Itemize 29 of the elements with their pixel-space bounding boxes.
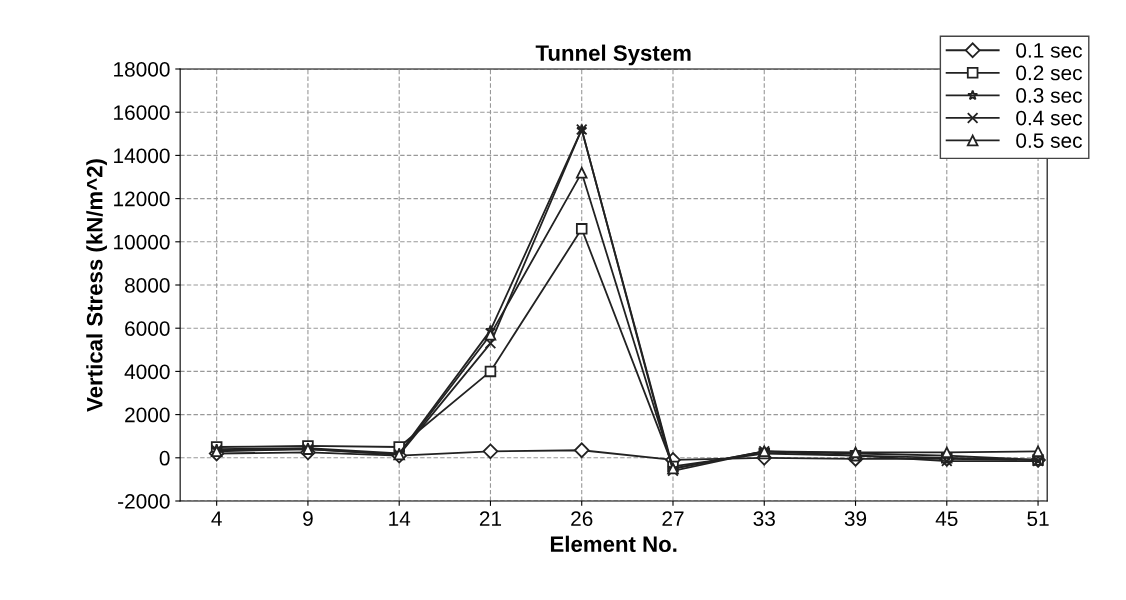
x-axis-title: Element No. xyxy=(550,535,677,553)
chart-title: Tunnel System xyxy=(535,44,691,66)
legend-label: 0.5 sec xyxy=(1016,133,1082,148)
y-tick-label: 18000 xyxy=(114,62,170,77)
y-tick-label: 8000 xyxy=(125,278,170,293)
y-tick-label: -2000 xyxy=(118,494,170,509)
x-tick-label: 14 xyxy=(389,511,411,526)
y-tick-label: 16000 xyxy=(114,105,170,120)
x-tick-label: 45 xyxy=(935,511,958,527)
legend-label: 0.2 sec xyxy=(1016,65,1082,81)
legend-label: 0.3 sec xyxy=(1016,88,1082,103)
x-tick-label: 39 xyxy=(844,511,867,527)
y-tick-label: 12000 xyxy=(114,191,170,207)
x-tick-label: 9 xyxy=(303,511,313,527)
y-axis-title: Vertical Stress (kN/m^2) xyxy=(86,159,107,412)
x-tick-label: 27 xyxy=(662,511,684,526)
legend-label: 0.1 sec xyxy=(1016,43,1082,58)
y-tick-label: 10000 xyxy=(114,234,170,250)
x-tick-label: 26 xyxy=(571,511,593,527)
x-tick-label: 21 xyxy=(479,511,502,526)
y-tick-label: 0 xyxy=(159,450,170,466)
x-tick-label: 51 xyxy=(1027,511,1049,527)
y-tick-label: 14000 xyxy=(114,148,170,164)
x-tick-label: 4 xyxy=(211,511,222,526)
legend-label: 0.4 sec xyxy=(1016,110,1082,126)
y-tick-label: 4000 xyxy=(124,364,170,380)
x-tick-label: 33 xyxy=(753,511,775,527)
y-tick-label: 2000 xyxy=(125,407,170,423)
y-tick-label: 6000 xyxy=(125,321,170,336)
